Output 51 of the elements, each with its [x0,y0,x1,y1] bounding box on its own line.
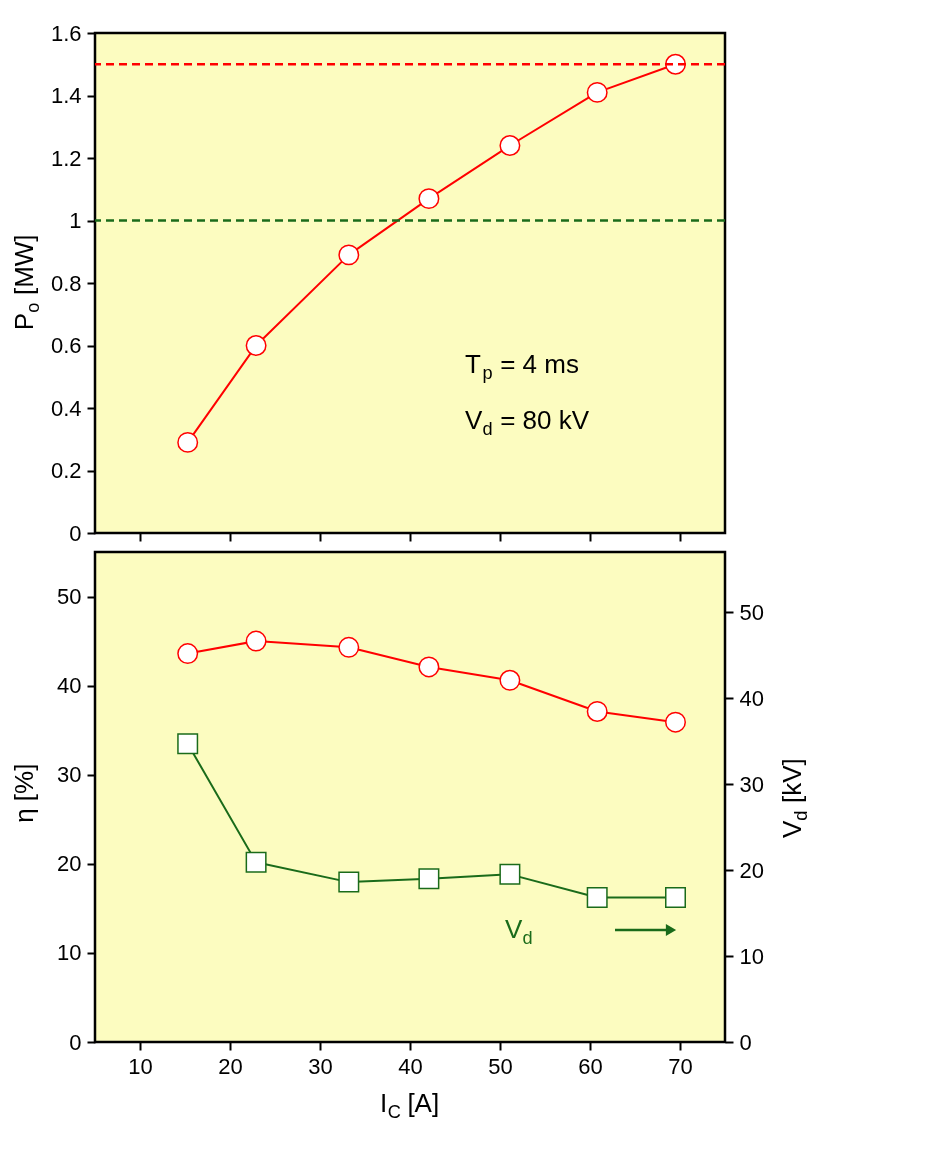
point [499,863,521,885]
y2-axis-title: Vd [kV] [777,758,812,839]
y-tick-label: 0 [69,1029,82,1055]
y2-tick-label: 50 [739,599,764,625]
y-tick-label: 0.2 [50,458,82,483]
point [338,244,360,266]
point [499,135,521,156]
x-tick-label: 60 [578,1053,603,1079]
x-tick-label: 70 [668,1053,693,1079]
y-tick-label: 40 [57,673,82,699]
x-tick-label: 10 [128,1053,153,1079]
point [586,700,608,722]
y2-tick-label: 0 [739,1029,752,1055]
y-tick-label: 30 [57,762,82,788]
point [418,868,440,890]
y2-tick-label: 20 [739,857,764,883]
point [418,188,440,210]
point [245,630,267,652]
x-tick-label: 40 [398,1053,423,1079]
y-axis-title: η [%] [9,763,39,823]
y-tick-label: 20 [57,851,82,877]
point [177,733,199,755]
point [665,711,686,733]
y-tick-label: 1.6 [50,20,82,46]
point [177,643,199,665]
y2-tick-label: 30 [739,771,764,797]
x-tick-label: 50 [488,1053,513,1079]
y-axis-title: Po [MW] [9,234,44,331]
point [665,887,686,909]
y-tick-label: 0 [69,520,82,546]
point [586,81,608,103]
point [338,636,360,658]
point [338,871,360,893]
point [177,431,199,453]
y-tick-label: 0.8 [50,270,82,296]
y2-tick-label: 10 [739,943,764,969]
point [586,887,608,909]
y-tick-label: 1 [69,208,82,233]
y-tick-label: 1.4 [50,83,82,108]
point [499,669,521,691]
x-tick-label: 20 [218,1053,243,1079]
y-tick-label: 50 [57,584,82,610]
y-tick-label: 0.4 [50,395,82,421]
point [245,335,267,356]
point [418,656,440,678]
y2-tick-label: 40 [739,685,764,711]
y-tick-label: 10 [57,940,82,966]
point [245,851,267,873]
y-tick-label: 0.6 [50,333,82,358]
y-tick-label: 1.2 [50,145,82,171]
x-tick-label: 30 [308,1053,333,1079]
